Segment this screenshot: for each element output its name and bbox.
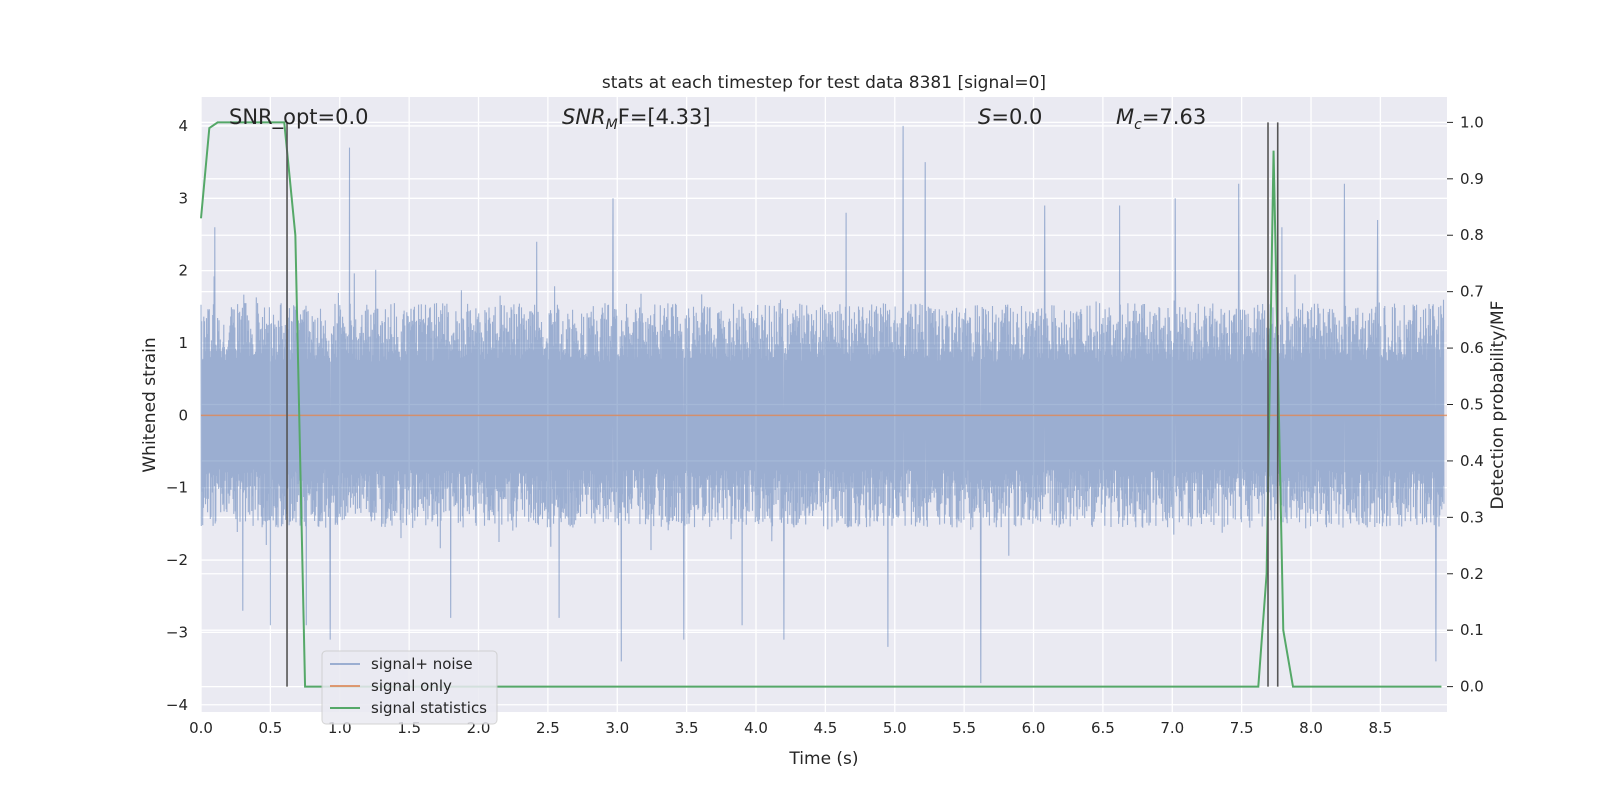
x-tick-label: 5.0 xyxy=(883,719,907,737)
y-right-tick-label: 0.3 xyxy=(1460,508,1484,526)
s-rest: =0.0 xyxy=(991,105,1042,129)
y-left-tick-label: 3 xyxy=(178,189,188,207)
y-left-tick-label: 1 xyxy=(178,334,188,352)
x-tick-label: 5.5 xyxy=(952,719,976,737)
y-left-tick-label: −1 xyxy=(166,479,188,497)
annotation-s: S=0.0 xyxy=(978,105,1042,129)
signal-statistics-line xyxy=(200,121,1442,688)
y-left-tick-label: 4 xyxy=(178,117,188,135)
y-right-tick-label: 0.9 xyxy=(1460,170,1484,188)
legend-label-signal-noise: signal+ noise xyxy=(371,655,473,673)
x-tick-label: 6.5 xyxy=(1091,719,1115,737)
y-left-tick-label: −2 xyxy=(166,551,188,569)
x-tick-label: 7.0 xyxy=(1160,719,1184,737)
y-left-tick-label: 2 xyxy=(178,262,188,280)
x-tick-label: 8.0 xyxy=(1299,719,1323,737)
signal-noise-series xyxy=(200,125,1445,684)
snr-mf-sub: M xyxy=(606,117,618,133)
y-left-tick-label: −3 xyxy=(166,623,188,641)
snr-mf-main: SNR xyxy=(562,105,606,129)
snr-mf-rest: F=[4.33] xyxy=(618,105,711,129)
y-right-tick-label: 0.6 xyxy=(1460,339,1484,357)
x-tick-label: 3.0 xyxy=(605,719,629,737)
legend-label-signal-statistics: signal statistics xyxy=(371,699,487,717)
mc-main: M xyxy=(1116,105,1134,129)
tick-labels: 0.0 0.5 1.0 1.5 2.0 2.5 3.0 3.5 4.0 4.5 5.0 5.5 6.0 6… xyxy=(166,113,1484,737)
x-tick-label: 7.5 xyxy=(1230,719,1254,737)
signal-noise-line xyxy=(200,125,1445,684)
y-left-tick-label: −4 xyxy=(166,696,188,714)
legend-box xyxy=(321,650,498,725)
mc-rest: =7.63 xyxy=(1142,105,1206,129)
y-left-tick-label: 0 xyxy=(178,406,188,424)
y-right-tick-label: 0.5 xyxy=(1460,396,1484,414)
x-tick-label: 6.0 xyxy=(1022,719,1046,737)
y-axis-label-right: Detection probability/MF xyxy=(1488,301,1508,510)
y-right-tick-label: 0.0 xyxy=(1460,678,1484,696)
y-right-tick-label: 0.1 xyxy=(1460,621,1484,639)
legend: signal+ noise signal only signal statist… xyxy=(321,650,498,725)
y-right-tick-label: 0.8 xyxy=(1460,226,1484,244)
y-right-tick-label: 0.2 xyxy=(1460,565,1484,583)
mc-sub: c xyxy=(1134,117,1142,133)
x-tick-label: 2.5 xyxy=(536,719,560,737)
y-right-tick-label: 1.0 xyxy=(1460,113,1484,131)
x-tick-label: 0.0 xyxy=(189,719,213,737)
legend-label-signal-only: signal only xyxy=(371,677,452,695)
s-main: S xyxy=(978,105,991,129)
annotation-snr-opt: SNR_opt=0.0 xyxy=(229,105,369,130)
x-tick-label: 0.5 xyxy=(258,719,282,737)
y-right-tick-label: 0.7 xyxy=(1460,283,1484,301)
chart-title: stats at each timestep for test data 838… xyxy=(602,73,1046,93)
annotation-snr-mf: SNRMF=[4.33] xyxy=(562,105,711,133)
x-tick-label: 8.5 xyxy=(1368,719,1392,737)
x-tick-label: 3.5 xyxy=(675,719,699,737)
y-right-tick-label: 0.4 xyxy=(1460,452,1484,470)
vertical-markers xyxy=(286,122,1279,687)
annotation-mc: Mc=7.63 xyxy=(1116,105,1206,133)
y-axis-label-left: Whitened strain xyxy=(140,337,160,472)
x-tick-label: 4.5 xyxy=(813,719,837,737)
x-axis-label: Time (s) xyxy=(788,749,858,769)
x-tick-label: 4.0 xyxy=(744,719,768,737)
line-series xyxy=(200,121,1447,688)
